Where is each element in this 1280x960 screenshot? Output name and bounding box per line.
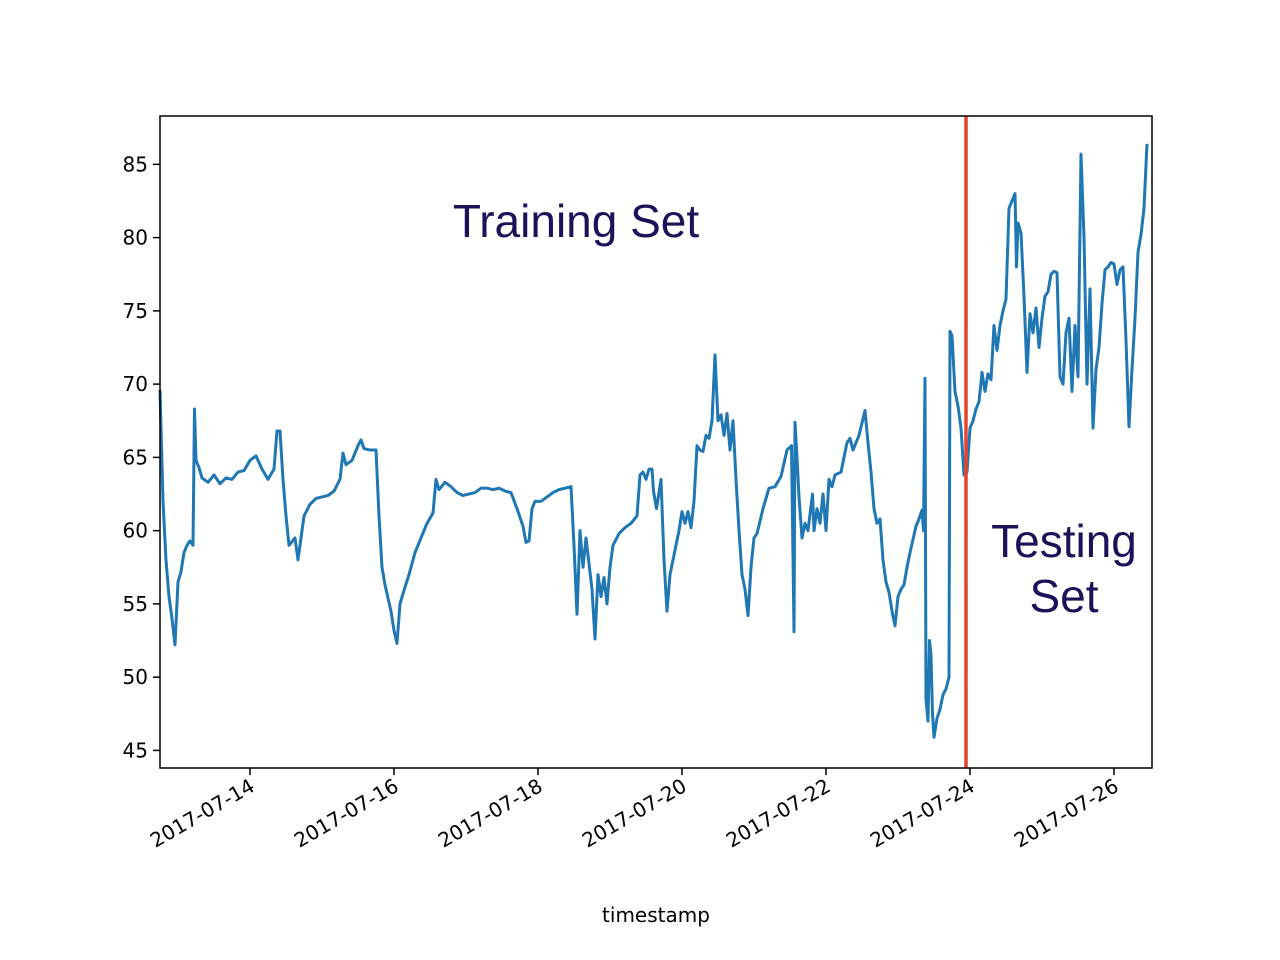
x-tick-label: 2017-07-26 — [1010, 774, 1123, 853]
x-axis-label: timestamp — [602, 903, 710, 927]
annotation: Training Set — [452, 195, 700, 247]
x-tick-label: 2017-07-24 — [866, 774, 979, 853]
y-tick-label: 75 — [123, 299, 148, 323]
y-tick-label: 70 — [123, 372, 148, 396]
annotation: Testing Set — [991, 515, 1137, 622]
y-tick-label: 60 — [123, 519, 148, 543]
x-tick-label: 2017-07-14 — [146, 774, 259, 853]
x-tick-label: 2017-07-22 — [722, 774, 835, 853]
y-tick-label: 45 — [123, 738, 148, 762]
x-tick-label: 2017-07-16 — [290, 774, 403, 853]
y-tick-label: 80 — [123, 226, 148, 250]
y-tick-label: 85 — [123, 152, 148, 176]
x-tick-label: 2017-07-20 — [578, 774, 691, 853]
x-tick-label: 2017-07-18 — [434, 774, 547, 853]
data-line — [158, 143, 1149, 739]
y-tick-label: 65 — [123, 445, 148, 469]
y-tick-label: 55 — [123, 592, 148, 616]
y-tick-label: 50 — [123, 665, 148, 689]
plot-frame — [159, 115, 1153, 769]
